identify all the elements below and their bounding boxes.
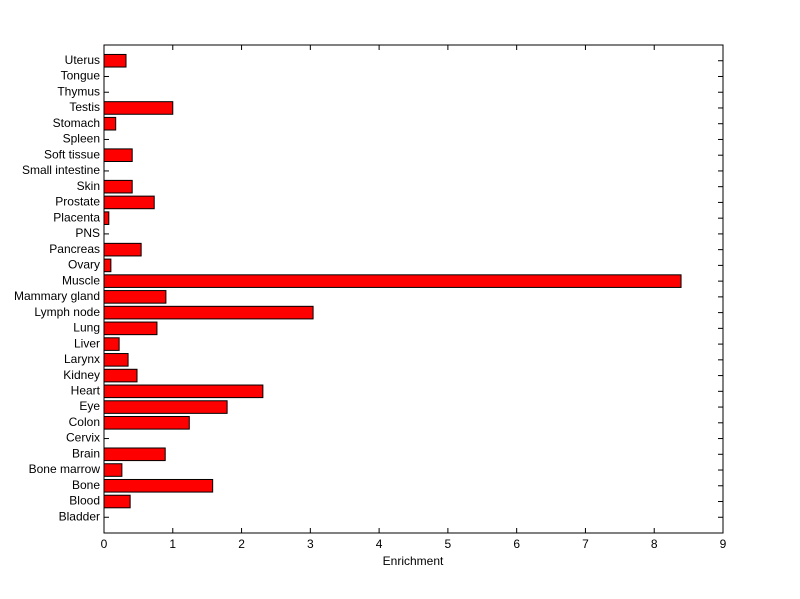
y-tick-label: Liver [74, 336, 100, 350]
bar [103, 463, 123, 477]
bar [103, 321, 158, 336]
bar [103, 101, 174, 115]
bar [103, 242, 142, 257]
bar [103, 494, 131, 509]
y-tick-label: Muscle [62, 273, 100, 287]
bar [103, 305, 314, 320]
x-tick-label: 8 [651, 537, 658, 551]
y-tick-label: Bone marrow [29, 462, 101, 476]
x-tick-label: 9 [720, 537, 727, 551]
bar [103, 116, 117, 131]
y-tick-label: Pancreas [49, 242, 100, 256]
x-tick-label: 5 [445, 537, 452, 551]
y-tick-label: Uterus [65, 53, 100, 67]
y-tick-label: Prostate [55, 195, 100, 209]
x-tick-label: 4 [376, 537, 383, 551]
x-tick-label: 2 [238, 537, 245, 551]
bar [103, 211, 110, 225]
bar [103, 258, 112, 273]
y-tick-label: Brain [72, 446, 100, 460]
bar [103, 195, 155, 210]
bar [103, 274, 682, 288]
bar [103, 384, 264, 399]
x-tick-label: 6 [513, 537, 520, 551]
bar [103, 447, 166, 462]
y-tick-label: Skin [77, 179, 100, 193]
y-tick-label: Lung [73, 321, 100, 335]
y-tick-label: Blood [69, 494, 100, 508]
x-tick-label: 7 [582, 537, 589, 551]
y-tick-label: Mammary gland [14, 289, 100, 303]
y-tick-label: Thymus [57, 84, 100, 98]
y-tick-label: Spleen [63, 132, 100, 146]
bar [103, 353, 129, 367]
y-tick-label: Heart [71, 383, 101, 397]
bar [103, 179, 133, 194]
bar [103, 478, 214, 493]
y-tick-label: Soft tissue [44, 147, 100, 161]
y-tick-label: Stomach [53, 116, 100, 130]
bar [103, 290, 167, 304]
bar [103, 148, 133, 162]
y-tick-label: Colon [69, 415, 100, 429]
x-tick-label: 1 [169, 537, 176, 551]
y-tick-label: Larynx [64, 352, 100, 366]
y-tick-label: Placenta [53, 210, 100, 224]
y-tick-label: Bone [72, 478, 100, 492]
y-tick-label: Ovary [68, 258, 100, 272]
y-tick-label: Eye [79, 399, 100, 413]
bar [103, 416, 190, 430]
bar [103, 53, 127, 68]
y-tick-label: Bladder [59, 509, 100, 523]
y-tick-label: Lymph node [34, 305, 100, 319]
y-tick-label: PNS [75, 226, 100, 240]
bar [103, 400, 228, 414]
bar [103, 337, 120, 351]
plot-frame [103, 44, 724, 534]
x-axis-label: Enrichment [383, 554, 444, 568]
y-tick-label: Kidney [63, 368, 100, 382]
bar [103, 368, 138, 383]
x-tick-label: 3 [307, 537, 314, 551]
y-tick-label: Cervix [66, 431, 100, 445]
y-tick-label: Small intestine [22, 163, 100, 177]
y-tick-label: Testis [69, 100, 100, 114]
y-tick-label: Tongue [61, 69, 101, 83]
x-tick-label: 0 [101, 537, 108, 551]
